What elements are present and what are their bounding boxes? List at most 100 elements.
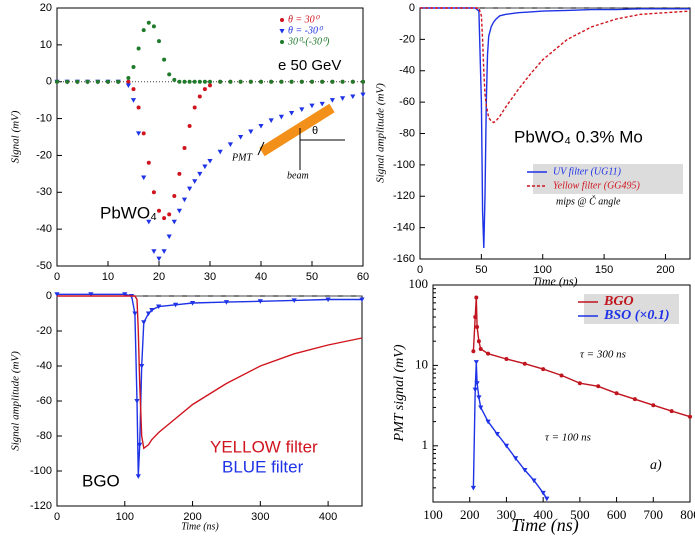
data-point — [577, 381, 582, 386]
data-point — [474, 381, 480, 386]
data-point — [167, 212, 172, 217]
data-point — [478, 346, 483, 351]
data-point — [329, 98, 335, 103]
data-point — [289, 111, 295, 116]
data-point — [136, 46, 141, 51]
series-line — [472, 297, 691, 418]
y-tick-label: -50 — [36, 260, 52, 272]
data-point — [310, 79, 314, 84]
data-point — [171, 219, 177, 225]
data-point — [146, 20, 151, 25]
data-point — [531, 478, 537, 484]
data-point — [259, 79, 263, 84]
data-point — [476, 339, 481, 344]
data-point — [187, 79, 192, 84]
data-point — [149, 308, 155, 313]
data-point — [596, 384, 601, 389]
data-point — [167, 72, 172, 77]
data-point — [137, 442, 143, 448]
y-axis-label: PMT signal (mV) — [392, 344, 407, 442]
series-line — [420, 7, 691, 124]
x-tick-label: 100 — [534, 264, 552, 276]
data-point — [122, 292, 128, 297]
data-point — [299, 107, 305, 112]
data-point — [65, 79, 70, 84]
data-point — [157, 39, 161, 44]
data-point — [136, 105, 141, 110]
annotation: τ = 100 ns — [545, 432, 591, 444]
annotation: θ — [312, 125, 318, 137]
data-point — [135, 474, 141, 479]
data-point — [309, 103, 315, 109]
data-point — [471, 349, 476, 354]
data-point — [187, 123, 192, 128]
annotation: a) — [650, 458, 662, 473]
y-tick-label: -10 — [36, 112, 52, 124]
legend-label: θ = -30⁰ — [288, 25, 324, 36]
legend-marker — [280, 40, 284, 44]
data-point — [197, 171, 203, 177]
data-point — [157, 208, 161, 213]
data-point — [228, 79, 233, 84]
data-point — [472, 387, 478, 393]
y-tick-label: -160 — [393, 253, 415, 265]
data-point — [223, 300, 230, 305]
y-tick-label: -60 — [399, 96, 415, 108]
x-tick-label: 20 — [153, 271, 165, 283]
data-point — [470, 485, 476, 491]
x-tick-label: 300 — [251, 511, 269, 523]
annotation: τ = 300 ns — [580, 349, 626, 361]
x-tick-label: 150 — [595, 264, 613, 276]
data-point — [145, 311, 152, 317]
data-point — [116, 79, 121, 84]
data-point — [125, 83, 131, 88]
y-tick-label: 0 — [46, 76, 52, 88]
legend-label: UV filter (UG11) — [553, 166, 622, 177]
data-point — [541, 367, 546, 372]
y-tick-label: 100 — [409, 276, 429, 291]
data-point — [166, 234, 172, 240]
data-point — [130, 98, 137, 103]
y-tick-label: -140 — [393, 222, 415, 234]
data-point — [151, 24, 156, 29]
data-point — [177, 171, 182, 176]
data-point — [192, 179, 198, 184]
data-point — [669, 409, 674, 414]
legend-label: BSO (×0.1) — [603, 308, 670, 323]
data-point — [320, 79, 325, 84]
annotation: YELLOW filter — [210, 437, 318, 456]
x-tick-label: 30 — [204, 271, 216, 283]
data-point — [141, 175, 147, 181]
annotation: e 50 GeV — [278, 57, 341, 74]
x-tick-label: 400 — [533, 507, 553, 522]
x-tick-label: 300 — [497, 507, 517, 522]
y-tick-label: -20 — [36, 325, 52, 337]
data-point — [217, 149, 223, 155]
y-tick-label: -120 — [30, 500, 52, 512]
x-tick-label: 500 — [570, 507, 590, 522]
data-point — [504, 357, 509, 362]
data-point — [146, 160, 151, 165]
data-point — [361, 79, 365, 84]
data-point — [473, 314, 478, 319]
data-point — [330, 79, 335, 84]
data-point — [278, 114, 284, 120]
data-point — [75, 79, 80, 84]
sketch-line — [257, 141, 265, 156]
annotation: PbWO₄ 0.3% Mo — [514, 127, 643, 146]
data-point — [126, 76, 131, 81]
data-point — [540, 490, 546, 496]
data-point — [476, 395, 482, 400]
x-tick-label: 200 — [656, 264, 674, 276]
legend-label: Yellow filter (GG495) — [553, 180, 641, 191]
data-point — [189, 301, 196, 306]
data-point — [181, 197, 188, 203]
data-point — [238, 79, 243, 84]
x-axis-label: Time (ns) — [533, 274, 578, 288]
data-point — [55, 79, 59, 84]
y-axis-label: Signal (mV) — [10, 110, 22, 163]
y-tick-label: 0 — [46, 290, 52, 302]
x-tick-label: 700 — [644, 507, 664, 522]
annotation: beam — [287, 170, 309, 181]
